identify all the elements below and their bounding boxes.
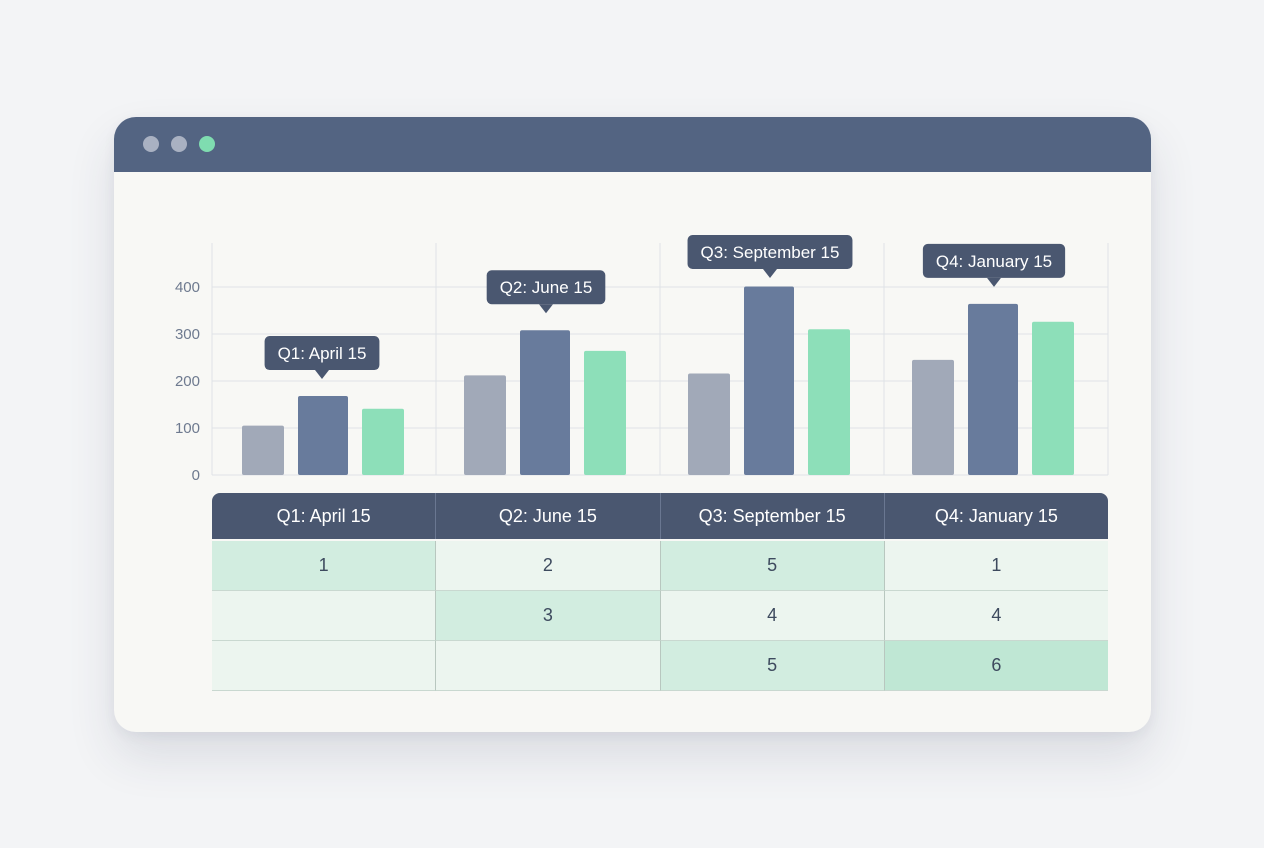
bar-2-4 [968, 303, 1018, 475]
callout-3: Q3: September 15 [687, 235, 853, 278]
callout-pointer [987, 277, 1001, 287]
callout-label: Q4: January 15 [936, 252, 1052, 271]
callout-pointer [763, 269, 777, 278]
minimize-dot[interactable] [171, 136, 187, 152]
callout-box [922, 243, 1066, 278]
bar-3-3 [808, 329, 850, 475]
bar-2-3 [744, 286, 794, 475]
callout-box [486, 270, 606, 305]
table-cell: 4 [884, 591, 1108, 641]
table-header-cell: Q1: April 15 [212, 493, 437, 539]
table-cell [212, 641, 437, 691]
table-cell: 2 [436, 541, 661, 591]
callout-1: Q1: April 15 [264, 336, 380, 380]
table-cell: 1 [212, 541, 437, 591]
close-dot[interactable] [143, 136, 159, 152]
callout-pointer [539, 304, 553, 314]
bar-1-4 [912, 359, 954, 475]
table-cell: 6 [884, 641, 1108, 691]
callout-box [687, 235, 853, 269]
bar-1-2 [464, 375, 506, 475]
callout-label: Q2: June 15 [500, 278, 593, 297]
table-cell: 5 [660, 541, 885, 591]
bar-chart: 0 100 200 300 400 Q1: April 15 Q2: June 15 Q3: … [175, 235, 1109, 484]
table-cell: 1 [884, 541, 1108, 591]
bar-1-3 [688, 373, 730, 475]
schedule-table: Q1: April 15 Q2: June 15 Q3: September 15 Q… [212, 493, 1108, 691]
y-tick-label: 400 [175, 279, 200, 296]
table-header: Q1: April 15 Q2: June 15 Q3: September 15 Q… [212, 493, 1108, 539]
table-cell: 3 [436, 591, 661, 641]
y-tick-label: 200 [175, 373, 200, 390]
y-tick-label: 0 [192, 467, 200, 484]
callout-label: Q3: September 15 [701, 243, 840, 262]
window-titlebar [114, 117, 1151, 172]
y-tick-label: 100 [175, 420, 200, 437]
table-cell: 5 [660, 641, 885, 691]
table-header-cell: Q2: June 15 [436, 493, 661, 539]
callout-2: Q2: June 15 [486, 270, 606, 314]
bar-3-1 [362, 408, 404, 475]
table-header-cell: Q4: January 15 [934, 505, 1058, 526]
bar-3-4 [1032, 321, 1074, 475]
callout-box [264, 336, 380, 371]
callout-4: Q4: January 15 [922, 243, 1066, 287]
bar-3-2 [584, 350, 626, 475]
table-cell: 4 [660, 591, 885, 641]
browser-window: 0 100 200 300 400 Q1: April 15 Q2: June 15 Q3: … [114, 117, 1151, 732]
bar-2-2 [520, 330, 570, 475]
zoom-dot[interactable] [199, 136, 215, 152]
table-cell [436, 641, 661, 691]
y-tick-label: 300 [175, 326, 200, 343]
table-header-cell: Q3: September 15 [661, 493, 885, 539]
bar-1-1 [242, 425, 284, 475]
bar-2-1 [298, 396, 348, 475]
callout-label: Q1: April 15 [278, 344, 367, 363]
table-cell [212, 591, 437, 641]
callout-pointer [315, 370, 329, 380]
